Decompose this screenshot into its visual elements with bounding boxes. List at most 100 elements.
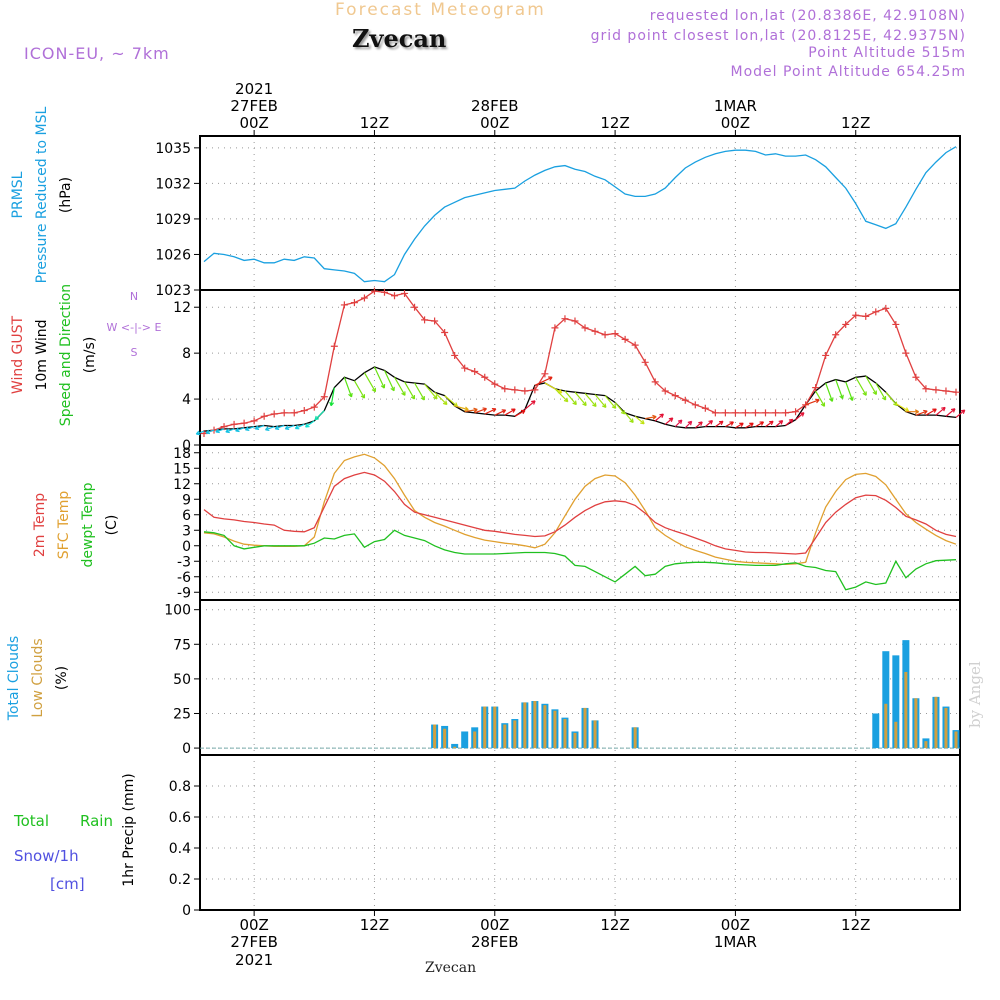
gust-marker [721,409,729,417]
y-tick-label: 0 [182,741,191,757]
gust-marker [501,385,509,393]
bottom-date-label: 27FEB [230,933,277,951]
low-cloud-bar [433,724,437,749]
bottom-date-label: 2021 [235,951,273,969]
wind-direction-arrow [274,424,285,430]
low-cloud-bar [563,719,567,749]
wind-direction-arrow [434,391,448,406]
y-tick-label: 12 [173,477,191,493]
y-tick-label: 15 [173,461,191,477]
gust-marker [350,299,358,307]
wind-direction-arrow [715,420,724,428]
gust-marker [802,401,810,409]
y-tick-label: -6 [177,570,191,586]
wind-direction-arrow [264,426,275,432]
wind-direction-arrow [674,419,683,428]
wind-direction-arrow [383,370,395,392]
bottom-time-label: 00Z [721,916,750,934]
gust-marker [621,335,629,343]
gust-marker [872,308,880,316]
low-cloud-bar [934,696,938,749]
gust-marker [942,387,950,395]
gust-marker [641,358,649,366]
low-cloud-bar [904,671,908,749]
wind-direction-arrow [825,382,834,402]
wind-direction-arrow [645,414,657,420]
model-altitude: Model Point Altitude 654.25m [730,64,966,80]
y-tick-label: 0.4 [169,841,191,857]
top-date-label: 2021 [235,80,273,98]
compass-south: S [131,346,138,359]
wind-direction-arrow [594,394,607,408]
gust-marker [531,386,539,394]
top-time-label: 12Z [360,114,389,132]
gust-marker [701,404,709,412]
gust-marker [792,408,800,416]
wind-direction-arrow [225,428,235,434]
gust-marker [772,409,780,417]
gust-marker [300,407,308,415]
bottom-time-label: 12Z [600,916,629,934]
wind-direction-arrow [584,392,597,408]
gust-marker [280,409,288,417]
y-tick-label: 18 [173,446,191,462]
wind-direction-arrow [254,424,265,430]
low-cloud-bar [533,701,537,749]
wind-gust-line [203,290,957,435]
low-cloud-bar [553,710,557,749]
axis-label: 1hr Precip (mm) [121,773,137,886]
wind-direction-arrow [363,372,377,393]
gust-marker [842,320,850,328]
wind-direction-arrow [775,420,784,428]
wind-direction-arrow [494,409,507,416]
y-tick-label: -9 [177,585,191,601]
gust-marker [711,409,719,417]
gust-marker [451,351,459,359]
low-cloud-bar [473,731,477,749]
gust-marker [912,373,920,381]
y-tick-label: 3 [182,523,191,539]
gust-marker [210,426,218,434]
location-title: Zvecan [352,24,447,53]
axis-label: Wind GUST [10,315,26,394]
wind-direction-arrow [755,421,765,428]
gust-marker [391,292,399,300]
wind-direction-arrow [865,375,877,395]
compass-we: W <-|-> E [107,321,162,334]
y-tick-label: 0.2 [169,872,191,888]
sfc-temp-line [203,453,957,566]
wind-direction-arrow [905,409,919,415]
gust-marker [401,289,409,297]
wind-direction-arrow [624,412,634,424]
total-cloud-bar [451,743,459,749]
pressure-line [203,146,957,283]
wind-direction-arrow [795,412,805,421]
low-cloud-bar [573,732,577,749]
low-cloud-bar [593,720,597,749]
panel-pressure: 1023 1026 1029 1032 1035 PRMSL Pressure Reduce… [10,106,961,299]
gust-marker [661,387,669,395]
y-tick-label: 1032 [155,176,191,192]
compass-north: N [130,290,138,303]
low-cloud-bar [543,705,547,749]
top-time-label: 00Z [480,114,509,132]
wind-direction-arrow [393,376,406,396]
wind-direction-arrow [745,422,754,429]
wind-direction-arrow [684,420,693,429]
wind-direction-arrow [414,382,425,401]
low-cloud-bar [483,706,487,749]
gust-marker [521,387,529,395]
gust-marker [551,324,559,332]
wind-direction-arrow [694,421,703,429]
gust-marker [681,396,689,404]
panel-clouds: 0 25 50 75 100 Total Clouds Low Clouds (%) [6,599,961,757]
panel-frame [199,599,961,756]
wind-direction-arrow [454,405,469,412]
gust-marker [571,317,579,325]
top-time-label: 00Z [239,114,268,132]
wind-direction-arrow [464,407,478,413]
wind-direction-arrow [514,409,526,417]
gust-marker [330,342,338,350]
low-cloud-bar [894,721,898,749]
gust-marker [601,331,609,339]
